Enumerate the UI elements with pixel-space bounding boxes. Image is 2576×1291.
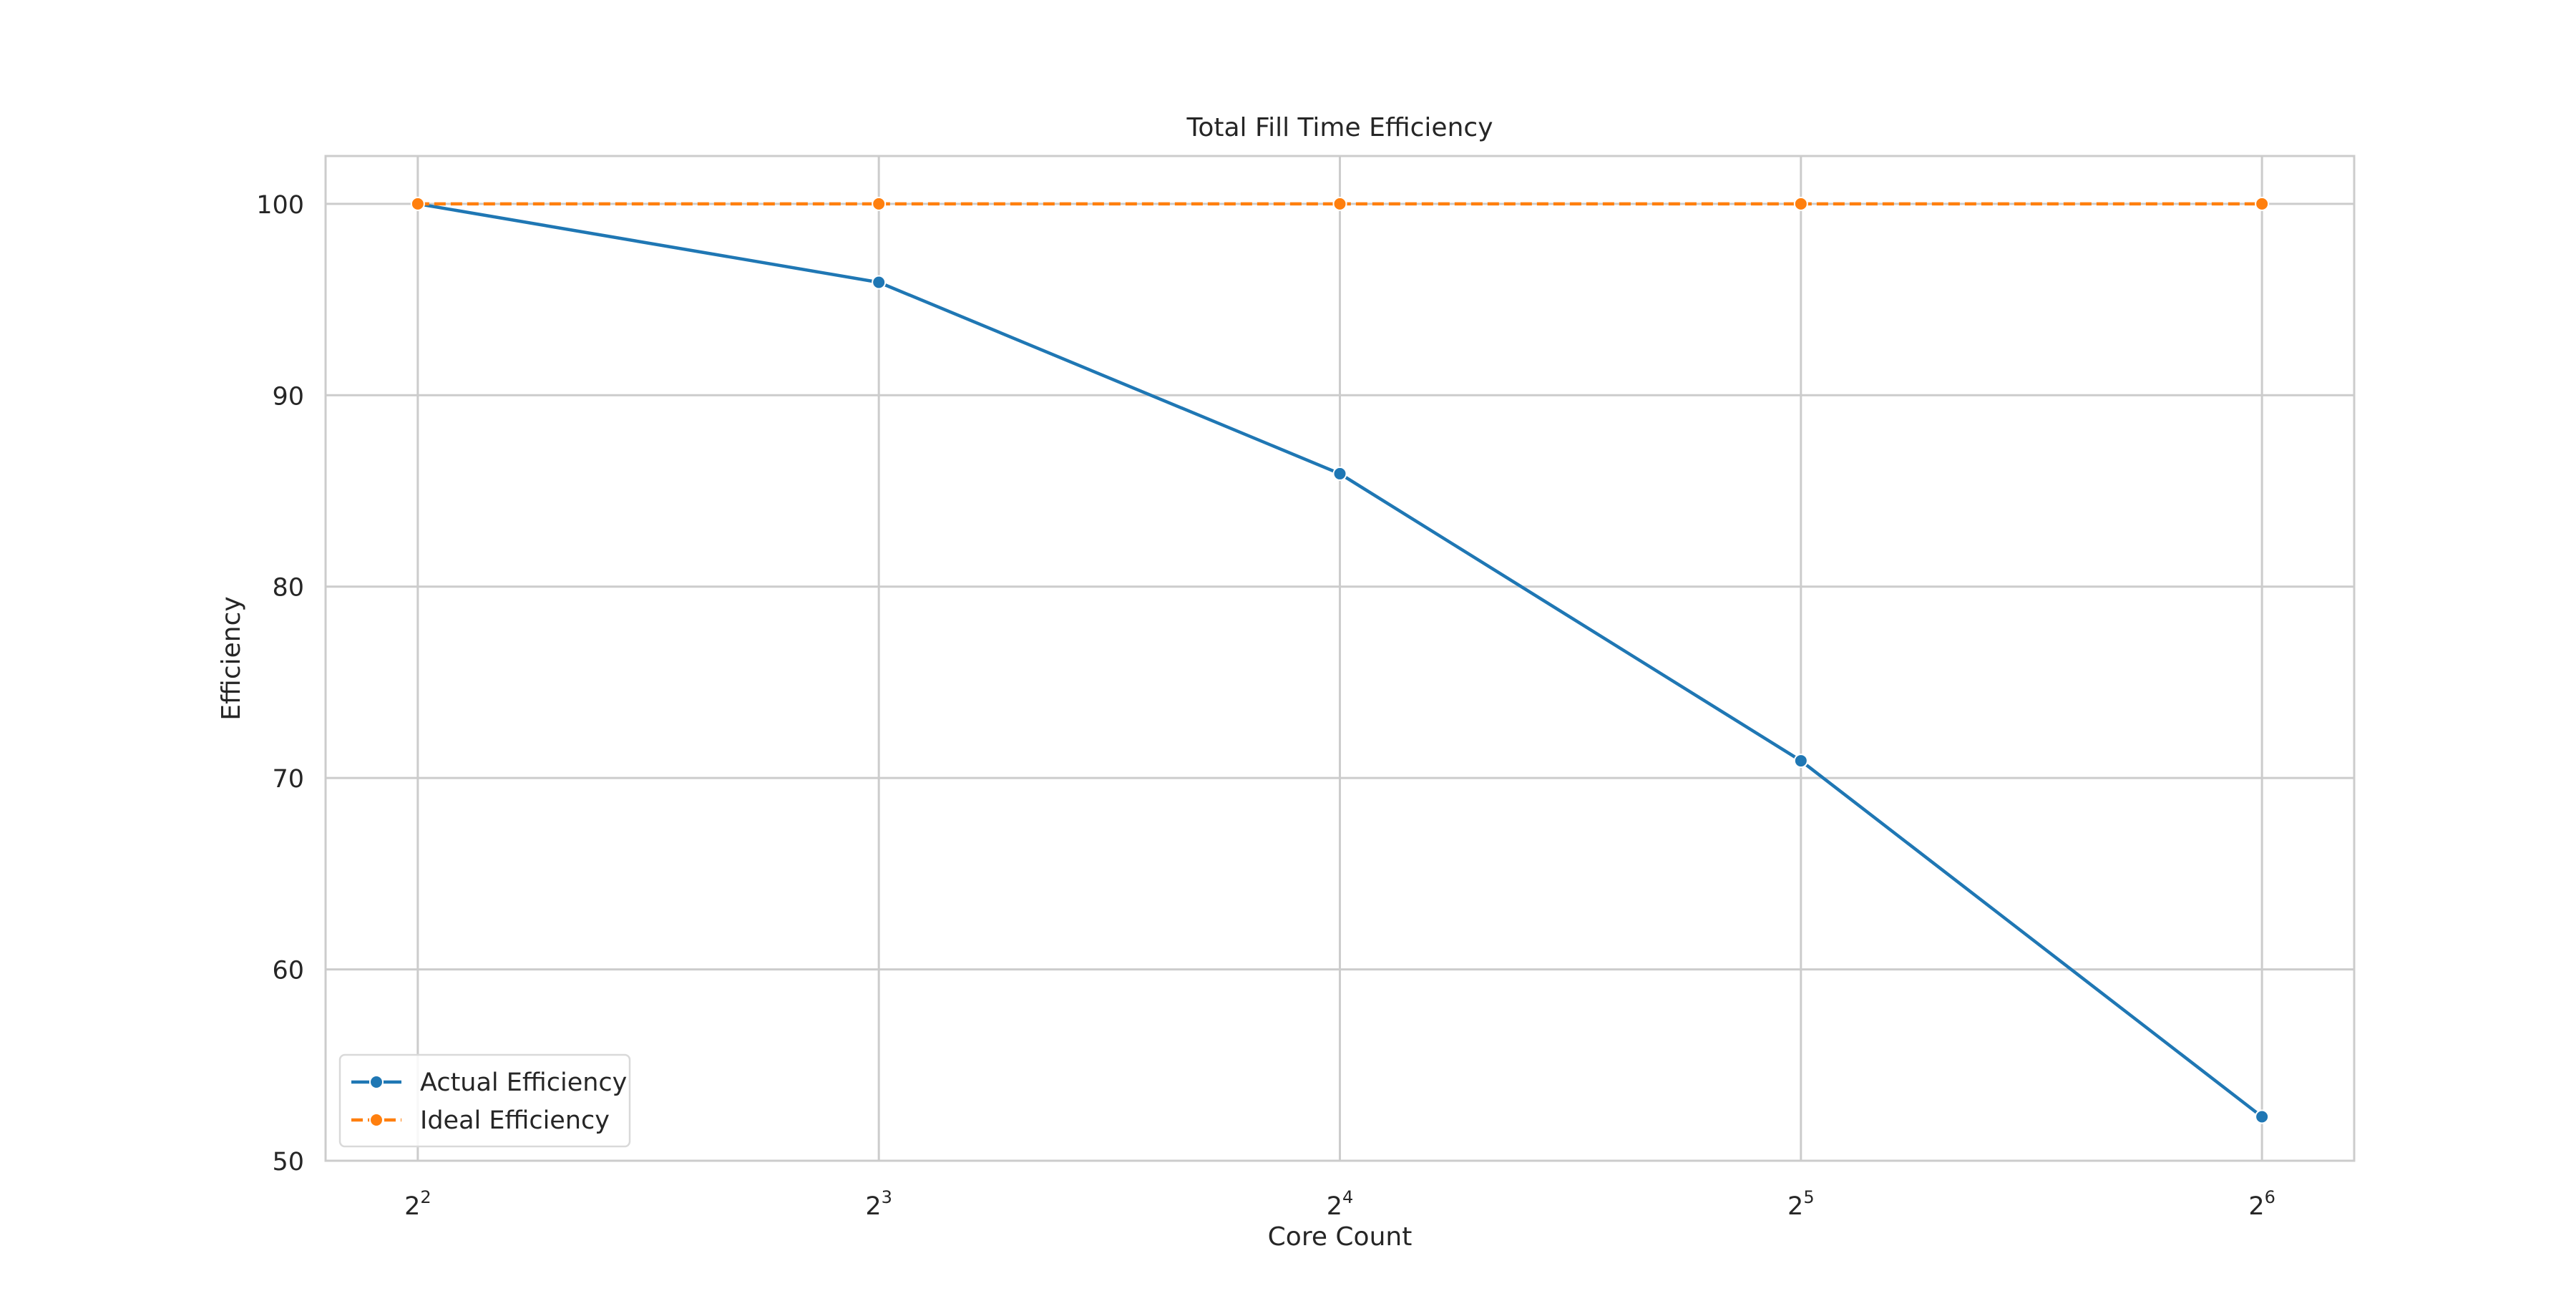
x-axis-label: Core Count <box>1268 1222 1413 1252</box>
series-layer <box>410 196 2270 1124</box>
y-tick-label: 80 <box>272 574 304 603</box>
x-tick-label: 23 <box>865 1187 892 1221</box>
legend: Actual Efficiency Ideal Efficiency <box>338 1053 631 1148</box>
legend-label: Actual Efficiency <box>420 1068 627 1097</box>
x-tick-label: 26 <box>2248 1187 2275 1221</box>
y-tick-label: 100 <box>256 191 304 220</box>
data-point <box>872 275 887 290</box>
data-point <box>2255 1109 2270 1124</box>
x-tick-label: 24 <box>1327 1187 1354 1221</box>
grid <box>326 156 2354 1162</box>
data-point <box>1332 196 1347 211</box>
legend-entry: Ideal Efficiency <box>351 1106 610 1135</box>
chart-title: Total Fill Time Efficiency <box>1186 113 1493 142</box>
data-point <box>872 196 887 211</box>
plot-area-frame <box>324 155 2356 1162</box>
y-tick-label: 60 <box>272 957 304 985</box>
x-tick-label: 22 <box>404 1187 431 1221</box>
legend-entry: Actual Efficiency <box>351 1068 627 1097</box>
legend-box <box>338 1053 631 1148</box>
data-point <box>410 196 425 211</box>
legend-marker-swatch <box>369 1075 384 1089</box>
y-tick-label: 50 <box>272 1148 304 1176</box>
y-tick-label: 90 <box>272 382 304 411</box>
data-point <box>1332 466 1347 481</box>
data-point <box>1793 754 1808 769</box>
tick-labels: 50 60 70 80 90 100 22 23 24 25 26 <box>256 191 2275 1221</box>
x-tick-label: 25 <box>1787 1187 1815 1221</box>
y-axis-label: Efficiency <box>217 596 246 720</box>
legend-label: Ideal Efficiency <box>420 1106 610 1135</box>
data-point <box>1793 196 1808 211</box>
y-tick-label: 70 <box>272 765 304 794</box>
series-ideal-efficiency <box>410 196 2270 211</box>
legend-marker-swatch <box>369 1113 384 1127</box>
data-point <box>2255 196 2270 211</box>
